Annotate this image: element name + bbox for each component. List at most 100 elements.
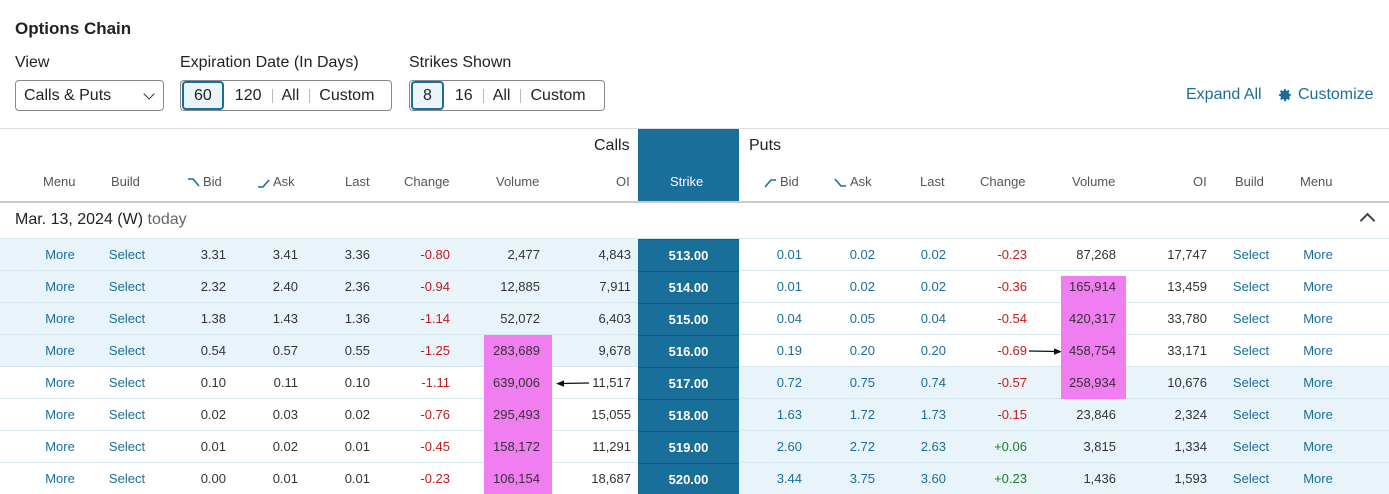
chevron-down-icon bbox=[143, 88, 155, 100]
call-bid: 0.01 bbox=[200, 439, 226, 454]
strike-header-bg bbox=[638, 129, 739, 202]
call-more-link[interactable]: More bbox=[45, 407, 75, 422]
col-header-call-bid[interactable]: Bid bbox=[187, 174, 222, 189]
header-divider bbox=[0, 201, 1389, 203]
call-oi: 6,403 bbox=[598, 311, 631, 326]
call-more-link[interactable]: More bbox=[45, 279, 75, 294]
call-more-link[interactable]: More bbox=[45, 247, 75, 262]
call-select-link[interactable]: Select bbox=[108, 279, 146, 294]
put-oi: 13,459 bbox=[1167, 279, 1207, 294]
col-header-put-volume: Volume bbox=[1072, 174, 1116, 189]
call-bid: 0.00 bbox=[200, 471, 226, 486]
call-select-link[interactable]: Select bbox=[108, 375, 146, 390]
put-volume: 3,815 bbox=[1083, 439, 1116, 454]
put-last: 0.74 bbox=[920, 375, 946, 390]
put-more-link[interactable]: More bbox=[1303, 247, 1333, 262]
view-select-value: Calls & Puts bbox=[24, 87, 112, 104]
call-select-link[interactable]: Select bbox=[108, 407, 146, 422]
put-select-link[interactable]: Select bbox=[1232, 279, 1270, 294]
strikes-option-8[interactable]: 8 bbox=[411, 81, 444, 110]
put-bid: 2.60 bbox=[776, 439, 802, 454]
col-header-put-bid[interactable]: Bid bbox=[764, 174, 799, 189]
call-select-link[interactable]: Select bbox=[108, 439, 146, 454]
put-volume-highlight bbox=[1061, 276, 1126, 399]
call-more-link[interactable]: More bbox=[45, 375, 75, 390]
put-last: 0.20 bbox=[920, 343, 946, 358]
call-bid: 0.10 bbox=[200, 375, 226, 390]
put-last: 0.02 bbox=[920, 279, 946, 294]
put-select-link[interactable]: Select bbox=[1232, 375, 1270, 390]
call-oi: 9,678 bbox=[598, 343, 631, 358]
put-more-link[interactable]: More bbox=[1303, 439, 1333, 454]
call-ask: 2.40 bbox=[272, 279, 298, 294]
expiration-option-120[interactable]: 120 bbox=[234, 86, 262, 104]
put-bid: 1.63 bbox=[776, 407, 802, 422]
call-more-link[interactable]: More bbox=[45, 439, 75, 454]
put-oi: 10,676 bbox=[1167, 375, 1207, 390]
expiration-option-custom[interactable]: Custom bbox=[309, 81, 384, 110]
call-volume-highlight bbox=[484, 335, 552, 494]
call-change: -0.94 bbox=[420, 279, 450, 294]
put-more-link[interactable]: More bbox=[1303, 279, 1333, 294]
puts-group-header: Puts bbox=[749, 137, 782, 154]
put-more-link[interactable]: More bbox=[1303, 471, 1333, 486]
put-oi: 17,747 bbox=[1167, 247, 1207, 262]
call-more-link[interactable]: More bbox=[45, 343, 75, 358]
col-header-call-menu: Menu bbox=[43, 174, 76, 189]
expiration-option-60[interactable]: 60 bbox=[182, 81, 224, 110]
call-select-link[interactable]: Select bbox=[108, 471, 146, 486]
gear-icon[interactable] bbox=[1278, 88, 1292, 102]
put-select-link[interactable]: Select bbox=[1232, 343, 1270, 358]
put-select-link[interactable]: Select bbox=[1232, 247, 1270, 262]
call-select-link[interactable]: Select bbox=[108, 343, 146, 358]
put-last: 0.04 bbox=[920, 311, 946, 326]
put-ask: 0.20 bbox=[849, 343, 875, 358]
call-select-link[interactable]: Select bbox=[108, 311, 146, 326]
table-row: 519.00 More Select 0.01 0.02 0.01 -0.45 158,172… bbox=[0, 430, 1389, 463]
call-last: 2.36 bbox=[344, 279, 370, 294]
put-last: 0.02 bbox=[920, 247, 946, 262]
call-oi: 7,911 bbox=[599, 279, 631, 294]
put-more-link[interactable]: More bbox=[1303, 311, 1333, 326]
sort-icon bbox=[834, 178, 846, 187]
strike-cell: 520.00 bbox=[638, 463, 739, 494]
call-ask: 1.43 bbox=[272, 311, 298, 326]
chevron-up-icon[interactable] bbox=[1359, 212, 1376, 229]
strikes-option-all[interactable]: All bbox=[482, 81, 521, 110]
put-select-link[interactable]: Select bbox=[1232, 471, 1270, 486]
put-select-link[interactable]: Select bbox=[1232, 311, 1270, 326]
call-row-bg bbox=[0, 303, 638, 335]
put-ask: 0.05 bbox=[849, 311, 875, 326]
expand-all-link[interactable]: Expand All bbox=[1186, 86, 1262, 103]
view-select[interactable]: Calls & Puts bbox=[15, 80, 164, 111]
call-bid: 2.32 bbox=[200, 279, 226, 294]
customize-link[interactable]: Customize bbox=[1298, 86, 1374, 103]
strikes-option-custom[interactable]: Custom bbox=[520, 81, 595, 110]
put-bid: 0.04 bbox=[776, 311, 802, 326]
put-more-link[interactable]: More bbox=[1303, 407, 1333, 422]
strike-cell: 516.00 bbox=[638, 335, 739, 367]
arrow-right-icon bbox=[1028, 348, 1062, 355]
put-more-link[interactable]: More bbox=[1303, 375, 1333, 390]
call-volume: 2,477 bbox=[507, 247, 540, 262]
strike-cell: 517.00 bbox=[638, 367, 739, 399]
expiry-group-header[interactable]: Mar. 13, 2024 (W) today bbox=[0, 203, 1389, 238]
call-more-link[interactable]: More bbox=[45, 471, 75, 486]
put-oi: 33,780 bbox=[1167, 311, 1207, 326]
strike-cell: 514.00 bbox=[638, 271, 739, 303]
put-select-link[interactable]: Select bbox=[1232, 439, 1270, 454]
call-more-link[interactable]: More bbox=[45, 311, 75, 326]
call-change: -0.23 bbox=[420, 471, 450, 486]
col-header-call-ask[interactable]: Ask bbox=[257, 174, 295, 189]
put-change: -0.23 bbox=[997, 247, 1027, 262]
strikes-option-16[interactable]: 16 bbox=[454, 86, 473, 104]
put-select-link[interactable]: Select bbox=[1232, 407, 1270, 422]
expiry-date: Mar. 13, 2024 (W) today bbox=[15, 211, 187, 228]
expiration-option-all[interactable]: All bbox=[271, 81, 310, 110]
call-select-link[interactable]: Select bbox=[108, 247, 146, 262]
col-header-call-volume: Volume bbox=[496, 174, 540, 189]
call-bid: 0.02 bbox=[200, 407, 226, 422]
put-volume: 458,754 bbox=[1069, 343, 1116, 358]
col-header-put-ask[interactable]: Ask bbox=[834, 174, 872, 189]
put-more-link[interactable]: More bbox=[1303, 343, 1333, 358]
